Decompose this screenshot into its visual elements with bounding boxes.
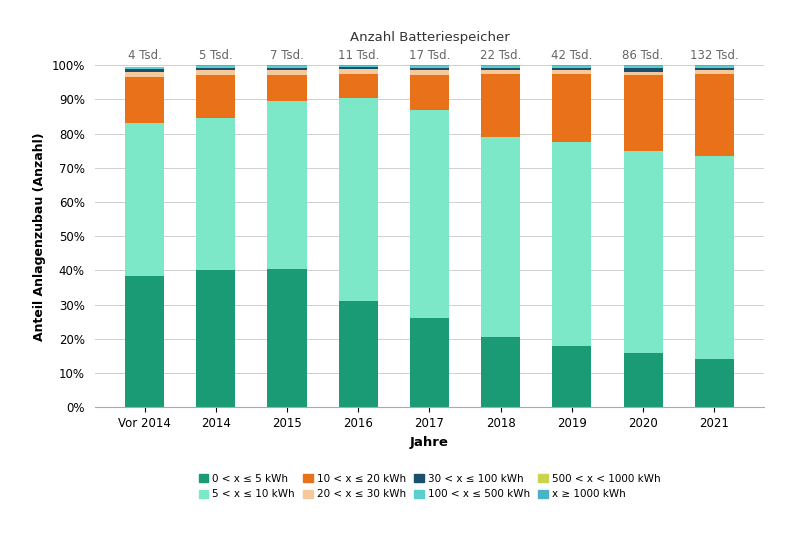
Bar (552, 346, 592, 407)
Bar (552, 142, 592, 346)
Bar (623, 66, 663, 68)
Bar (552, 66, 592, 67)
Bar (623, 68, 663, 72)
Bar (481, 66, 520, 67)
X-axis label: Jahre: Jahre (410, 435, 449, 449)
Bar (695, 66, 734, 67)
Bar (125, 123, 164, 275)
Bar (196, 118, 236, 270)
Bar (125, 68, 164, 72)
Bar (410, 318, 449, 407)
Bar (552, 74, 592, 142)
Bar (267, 75, 307, 101)
Bar (196, 75, 236, 118)
Bar (267, 67, 307, 70)
Legend: 0 < x ≤ 5 kWh, 5 < x ≤ 10 kWh, 10 < x ≤ 20 kWh, 20 < x ≤ 30 kWh, 30 < x ≤ 100 kW: 0 < x ≤ 5 kWh, 5 < x ≤ 10 kWh, 10 < x ≤ … (199, 474, 660, 499)
Bar (339, 67, 377, 68)
Bar (267, 66, 307, 67)
Bar (695, 156, 734, 359)
Bar (267, 101, 307, 269)
Bar (623, 150, 663, 352)
Bar (125, 67, 164, 68)
Bar (196, 70, 236, 75)
Bar (481, 137, 520, 337)
X-axis label: Anzahl Batteriespeicher: Anzahl Batteriespeicher (350, 31, 509, 44)
Bar (196, 66, 236, 67)
Bar (125, 275, 164, 407)
Bar (623, 352, 663, 407)
Bar (410, 70, 449, 75)
Bar (695, 70, 734, 74)
Bar (339, 74, 377, 98)
Bar (552, 67, 592, 70)
Bar (410, 66, 449, 67)
Bar (339, 98, 377, 301)
Bar (481, 74, 520, 137)
Bar (125, 77, 164, 123)
Bar (196, 270, 236, 407)
Y-axis label: Anteil Anlagenzubau (Anzahl): Anteil Anlagenzubau (Anzahl) (33, 132, 46, 340)
Bar (481, 67, 520, 70)
Bar (552, 70, 592, 74)
Bar (125, 72, 164, 77)
Bar (410, 75, 449, 110)
Bar (623, 75, 663, 150)
Bar (196, 67, 236, 70)
Bar (695, 67, 734, 70)
Bar (339, 301, 377, 407)
Bar (339, 68, 377, 74)
Bar (481, 337, 520, 407)
Bar (481, 70, 520, 74)
Bar (267, 269, 307, 407)
Bar (695, 74, 734, 156)
Bar (695, 359, 734, 407)
Bar (410, 67, 449, 70)
Bar (410, 110, 449, 318)
Bar (339, 66, 377, 67)
Bar (267, 70, 307, 75)
Bar (623, 72, 663, 75)
